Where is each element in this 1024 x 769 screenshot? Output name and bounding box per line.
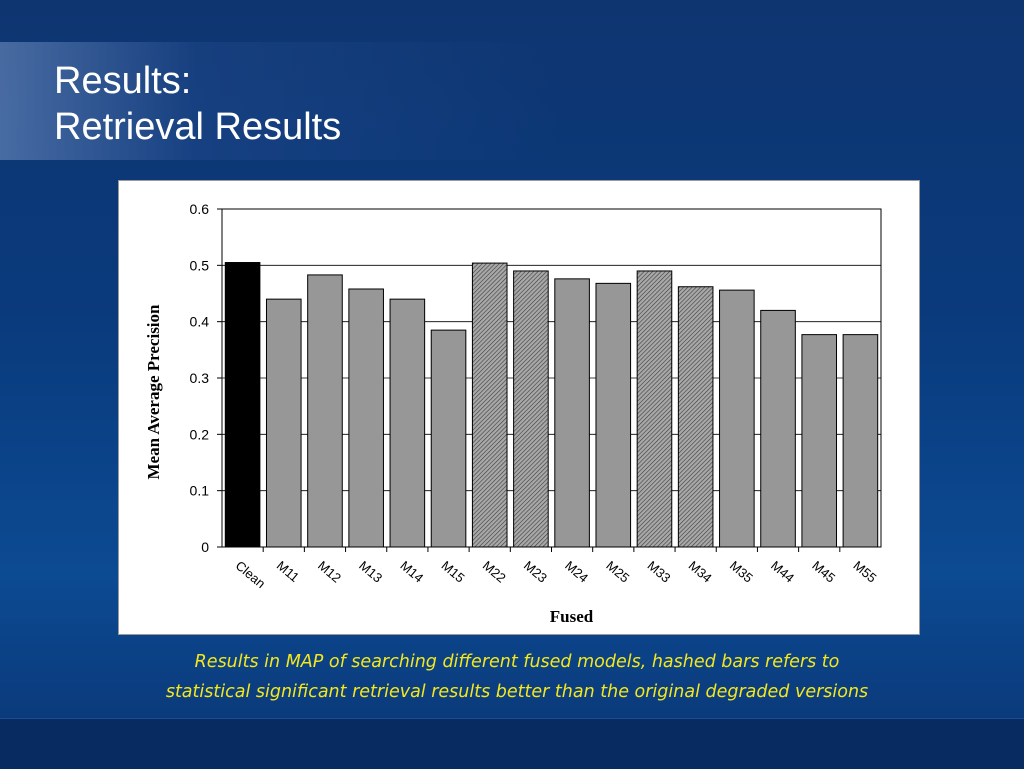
x-axis-title: Fused [550,607,594,626]
y-tick-label: 0.3 [190,370,210,386]
x-tick-label: M14 [397,558,426,586]
bar-m22 [471,262,508,548]
bar-m44 [760,309,796,548]
footer-band [0,718,1024,769]
bar-m45 [801,334,838,548]
x-tick-label: M12 [315,558,344,586]
x-tick-label: M25 [603,558,632,586]
bar-m34 [677,286,714,548]
x-tick-label: M55 [850,558,879,586]
bar-m23 [513,270,549,548]
x-tick-label: Clean [233,558,269,591]
bar-m14 [389,298,426,548]
bar-m33 [636,270,673,548]
bar-chart: 0 0.1 0.2 0.3 0.4 0.5 0.6 Clean M11 M12 M13 M14 M15 M… [144,201,882,626]
x-tick-label: M34 [686,558,715,586]
title-line-1: Results: [54,60,192,102]
x-tick-label: M13 [356,558,385,586]
bar-m24 [554,278,590,548]
y-tick-label: 0.2 [190,426,210,442]
y-axis-title: Mean Average Precision [144,304,163,480]
bar-m15 [430,329,467,548]
caption-line-1: Results in MAP of searching different fu… [194,652,840,672]
bar-m12 [307,274,343,548]
x-tick-label: M22 [480,558,509,586]
title-line-2: Retrieval Results [54,106,342,148]
x-tick-label: M33 [645,558,674,586]
bar-m55 [842,334,879,548]
y-tick-label: 0.5 [190,257,210,273]
bar-clean [224,262,261,548]
caption-line-2: statistical significant retrieval result… [165,682,869,702]
x-tick-label: M35 [727,558,756,586]
bar-m25 [595,282,632,548]
bar-m11 [265,298,302,548]
bar-m13 [348,288,384,548]
y-tick-label: 0.6 [190,201,210,217]
y-tick-label: 0.1 [190,483,210,499]
x-tick-label: M44 [768,558,797,586]
x-tick-label: M23 [521,558,550,586]
x-tick-label: M24 [562,558,591,586]
x-tick-label: M11 [274,558,302,585]
slide-title: Results: Retrieval Results [54,58,341,150]
title-band [0,42,560,160]
y-tick-label: 0 [201,539,209,555]
chart-frame: 0 0.1 0.2 0.3 0.4 0.5 0.6 Clean M11 M12 M13 M14 M15 M… [118,180,920,635]
x-tick-label: M15 [439,558,468,586]
y-tick-label: 0.4 [190,314,210,330]
x-tick-label: M45 [809,558,838,586]
bar-m35 [719,289,755,548]
chart-caption: Results in MAP of searching different fu… [60,647,974,707]
